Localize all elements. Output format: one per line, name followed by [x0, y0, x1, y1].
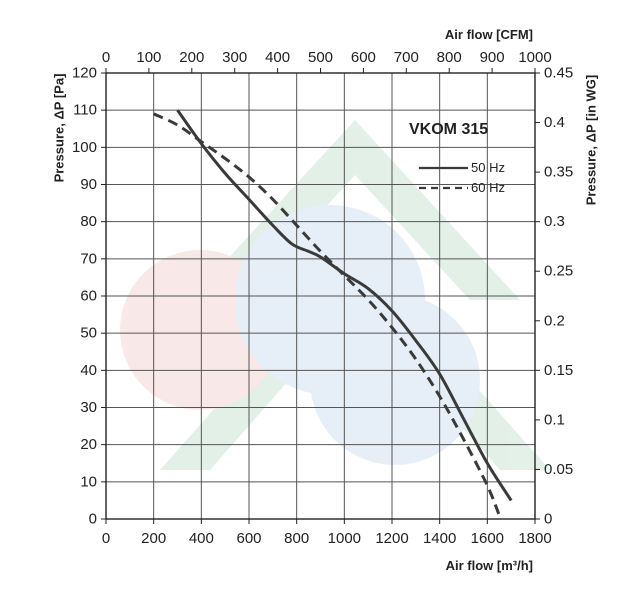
x2-tick-label: 400	[265, 49, 290, 66]
y-tick-label: 90	[80, 176, 97, 193]
y-tick-label: 20	[80, 436, 97, 453]
y2-tick-label: 0.45	[544, 65, 573, 82]
y-axis-right-label: Pressure, ΔP [in WG]	[583, 75, 598, 205]
y-axis-right-ticks: 0 0.05 0.1 0.15 0.2 0.25 0.3 0.35 0.4 0.45	[535, 65, 573, 528]
x2-tick-label: 900	[480, 49, 505, 66]
x-tick-label: 1800	[518, 530, 551, 547]
x2-tick-label: 0	[102, 49, 110, 66]
y2-tick-label: 0.1	[544, 411, 565, 428]
x-tick-label: 1600	[471, 530, 504, 547]
x-tick-label: 400	[189, 530, 214, 547]
x-tick-label: 1000	[328, 530, 361, 547]
y-tick-label: 70	[80, 250, 97, 267]
x-axis-top-ticks: 0 100 200 300 400 500 600 700 800 900 1000	[102, 49, 552, 73]
y-tick-label: 80	[80, 213, 97, 230]
watermark-green-triangle	[190, 120, 520, 300]
x-tick-label: 0	[102, 530, 110, 547]
x2-tick-label: 200	[179, 49, 204, 66]
legend-label-60hz: 60 Hz	[471, 180, 505, 195]
y-axis-left-ticks: 0 10 20 30 40 50 60 70 80 90 100 110 120	[72, 65, 106, 528]
series-group	[153, 109, 513, 516]
y2-tick-label: 0.35	[544, 164, 573, 181]
y-tick-label: 50	[80, 325, 97, 342]
x2-tick-label: 1000	[518, 49, 551, 66]
y2-tick-label: 0.15	[544, 362, 573, 379]
grid	[106, 73, 535, 519]
chart-title: VKOM 315	[409, 121, 488, 138]
y2-tick-label: 0.3	[544, 213, 565, 230]
y-tick-label: 120	[72, 65, 97, 82]
y2-tick-label: 0	[544, 511, 552, 528]
y2-tick-label: 0.05	[544, 461, 573, 478]
x-tick-label: 1400	[423, 530, 456, 547]
x-tick-label: 600	[236, 530, 261, 547]
y2-tick-label: 0.4	[544, 114, 565, 131]
legend: 50 Hz 60 Hz	[419, 160, 505, 195]
y-tick-label: 110	[73, 102, 97, 119]
x2-tick-label: 600	[351, 49, 376, 66]
y2-tick-label: 0.2	[544, 312, 565, 329]
x-axis-bottom-ticks: 0 200 400 600 800 1000 1200 1400 1600 1800	[102, 519, 552, 547]
x-tick-label: 200	[141, 530, 166, 547]
x2-tick-label: 300	[222, 49, 247, 66]
legend-label-50hz: 50 Hz	[471, 160, 505, 175]
x2-tick-label: 700	[394, 49, 419, 66]
x-axis-bottom-label: Air flow [m³/h]	[446, 558, 533, 573]
y-tick-label: 40	[80, 362, 97, 379]
y-axis-left-label: Pressure, ΔP [Pa]	[51, 74, 66, 183]
watermark-logo	[120, 120, 550, 470]
y-tick-label: 30	[80, 399, 97, 416]
y-tick-label: 0	[89, 511, 97, 528]
x-axis-top-label: Air flow [CFM]	[445, 27, 533, 42]
x2-tick-label: 500	[308, 49, 333, 66]
watermark-blue-circle	[235, 205, 425, 395]
watermark-green-base	[160, 250, 550, 470]
x-tick-label: 800	[284, 530, 309, 547]
series-line-60hz	[153, 112, 501, 516]
y2-tick-label: 0.25	[544, 263, 573, 280]
x2-tick-label: 100	[136, 49, 161, 66]
series-line-50hz	[176, 109, 513, 502]
watermark-blue-circle-lower	[310, 295, 480, 465]
y-tick-label: 60	[80, 288, 97, 305]
x2-tick-label: 800	[437, 49, 462, 66]
y-tick-label: 10	[80, 473, 97, 490]
y-tick-label: 100	[72, 139, 97, 156]
x-tick-label: 1200	[375, 530, 408, 547]
